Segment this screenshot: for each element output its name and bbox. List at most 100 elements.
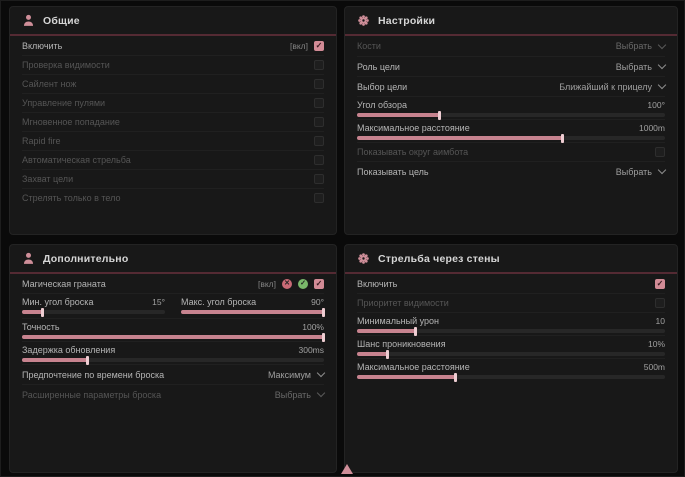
option-label-body-only: Стрелять только в тело bbox=[22, 193, 121, 203]
slider-value-min-damage: 10 bbox=[655, 316, 665, 326]
panel-header: Общие bbox=[10, 7, 336, 34]
row-silent-knife[interactable]: Сайлент нож bbox=[22, 74, 324, 93]
slider-thumb-max-throw-angle[interactable] bbox=[322, 307, 325, 317]
row-target-selection[interactable]: Выбор цели Ближайший к прицелу bbox=[357, 76, 667, 96]
checkbox-bullet-control[interactable] bbox=[314, 98, 324, 108]
dropdown-advanced-throw-params[interactable]: Выбрать bbox=[274, 388, 326, 400]
slider-max-throw-angle: Макс. угол броска 90° bbox=[181, 297, 325, 317]
row-enable[interactable]: Включить [вкл] ✓ bbox=[22, 36, 324, 55]
slider-thumb-update-delay[interactable] bbox=[86, 355, 90, 365]
row-advanced-throw-params[interactable]: Расширенные параметры броска Выбрать bbox=[22, 384, 326, 404]
option-label-show-target: Показывать цель bbox=[357, 166, 429, 177]
checkbox-visibility-check[interactable] bbox=[314, 60, 324, 70]
row-magic-grenade[interactable]: Магическая граната [вкл] ✕ ✓ ✓ bbox=[22, 274, 324, 293]
row-accuracy[interactable]: Точность 100% bbox=[22, 318, 325, 342]
chevron-down-icon bbox=[657, 80, 667, 90]
row-min-damage[interactable]: Минимальный урон 10 bbox=[357, 312, 665, 336]
row-show-aimbot-circle[interactable]: Показывать округ аимбота bbox=[357, 142, 665, 161]
row-auto-fire[interactable]: Автоматическая стрельба bbox=[22, 150, 324, 169]
slider-fill bbox=[22, 310, 44, 314]
panel-general: Общие Включить [вкл] ✓ Проверка видимости Са… bbox=[9, 6, 337, 235]
checkbox-show-aimbot-circle[interactable] bbox=[655, 147, 665, 157]
check-icon: ✓ bbox=[315, 278, 323, 288]
row-target-role[interactable]: Роль цели Выбрать bbox=[357, 56, 667, 76]
slider-thumb-min-throw-angle[interactable] bbox=[41, 307, 45, 317]
dropdown-target-selection[interactable]: Ближайший к прицелу bbox=[559, 80, 667, 92]
row-fov[interactable]: Угол обзора 100° bbox=[357, 96, 665, 120]
slider-thumb-max-distance[interactable] bbox=[453, 372, 457, 382]
mouse-cursor-icon bbox=[341, 464, 353, 474]
option-label-target-selection: Выбор цели bbox=[357, 81, 408, 92]
row-visibility-priority[interactable]: Приоритет видимости bbox=[357, 293, 665, 312]
panel-wallbang: Стрельба через стены Включить ✓ Приоритет … bbox=[344, 244, 678, 473]
person-icon bbox=[22, 14, 35, 27]
slider-track-min-damage[interactable] bbox=[357, 326, 665, 336]
checkbox-enable[interactable]: ✓ bbox=[655, 278, 665, 289]
row-bones[interactable]: Кости Выбрать bbox=[357, 36, 667, 56]
dropdown-value: Выбрать bbox=[274, 389, 311, 400]
checkbox-rapid-fire[interactable] bbox=[314, 136, 324, 146]
checkbox-auto-fire[interactable] bbox=[314, 155, 324, 165]
slider-track-max-distance[interactable] bbox=[357, 372, 665, 382]
checkbox-visibility-priority[interactable] bbox=[655, 298, 665, 308]
slider-fill bbox=[22, 335, 324, 339]
slider-label-penetration-chance: Шанс проникновения bbox=[357, 339, 446, 349]
dropdown-target-role[interactable]: Выбрать bbox=[616, 60, 667, 72]
option-label-bullet-control: Управление пулями bbox=[22, 98, 106, 108]
checkbox-target-lock[interactable] bbox=[314, 174, 324, 184]
row-rapid-fire[interactable]: Rapid fire bbox=[22, 131, 324, 150]
option-label-instant-hit: Мгновенное попадание bbox=[22, 117, 120, 127]
header-divider bbox=[345, 34, 677, 36]
row-visibility-check[interactable]: Проверка видимости bbox=[22, 55, 324, 74]
chevron-down-icon bbox=[657, 165, 667, 175]
checkbox-enable[interactable]: ✓ bbox=[314, 40, 324, 51]
chevron-down-icon bbox=[657, 60, 667, 70]
row-bullet-control[interactable]: Управление пулями bbox=[22, 93, 324, 112]
dropdown-bones[interactable]: Выбрать bbox=[616, 40, 667, 51]
panel-title: Общие bbox=[43, 14, 80, 27]
header-divider bbox=[10, 34, 336, 36]
option-label-show-aimbot-circle: Показывать округ аимбота bbox=[357, 147, 469, 157]
slider-thumb-min-damage[interactable] bbox=[413, 326, 417, 336]
panel-body: Кости Выбрать Роль цели Выбрать Выбор цели Бл… bbox=[345, 36, 677, 181]
row-target-lock[interactable]: Захват цели bbox=[22, 169, 324, 188]
slider-track-max-distance[interactable] bbox=[357, 133, 665, 143]
panel-body: Включить [вкл] ✓ Проверка видимости Сайлент … bbox=[10, 36, 336, 207]
dropdown-show-target[interactable]: Выбрать bbox=[616, 165, 667, 177]
dropdown-throw-time-preference[interactable]: Максимум bbox=[268, 368, 326, 380]
row-penetration-chance[interactable]: Шанс проникновения 10% bbox=[357, 335, 665, 359]
row-show-target[interactable]: Показывать цель Выбрать bbox=[357, 161, 667, 181]
row-throw-angles[interactable]: Мин. угол броска 15° Макс. угол броска 90° bbox=[22, 293, 325, 318]
slider-value-fov: 100° bbox=[647, 100, 665, 110]
checkbox-silent-knife[interactable] bbox=[314, 79, 324, 89]
option-label-enable: Включить bbox=[357, 278, 398, 289]
slider-track-update-delay[interactable] bbox=[22, 355, 324, 365]
checkbox-instant-hit[interactable] bbox=[314, 117, 324, 127]
slider-track-max-throw-angle[interactable] bbox=[181, 307, 325, 317]
row-update-delay[interactable]: Задержка обновления 300ms bbox=[22, 341, 324, 365]
row-max-distance[interactable]: Максимальное расстояние 500m bbox=[357, 358, 665, 382]
slider-track-accuracy[interactable] bbox=[22, 332, 325, 342]
slider-value-accuracy: 100% bbox=[302, 322, 324, 332]
row-throw-time-preference[interactable]: Предпочтение по времени броска Максимум bbox=[22, 364, 326, 384]
slider-thumb-accuracy[interactable] bbox=[322, 332, 325, 342]
state-icon-red: ✕ bbox=[282, 278, 292, 289]
option-label-bones: Кости bbox=[357, 41, 381, 51]
checkbox-magic-grenade[interactable]: ✓ bbox=[314, 278, 324, 289]
slider-track-fov[interactable] bbox=[357, 110, 665, 120]
panel-header: Стрельба через стены bbox=[345, 245, 677, 272]
row-max-distance[interactable]: Максимальное расстояние 1000m bbox=[357, 119, 665, 143]
slider-value-update-delay: 300ms bbox=[298, 345, 324, 355]
slider-fill bbox=[357, 136, 564, 140]
row-body-only[interactable]: Стрелять только в тело bbox=[22, 188, 324, 207]
slider-thumb-penetration-chance[interactable] bbox=[385, 349, 389, 359]
checkbox-body-only[interactable] bbox=[314, 193, 324, 203]
slider-track-min-throw-angle[interactable] bbox=[22, 307, 165, 317]
option-label-target-role: Роль цели bbox=[357, 61, 400, 72]
row-instant-hit[interactable]: Мгновенное попадание bbox=[22, 112, 324, 131]
slider-thumb-fov[interactable] bbox=[438, 110, 442, 120]
slider-track-penetration-chance[interactable] bbox=[357, 349, 665, 359]
chevron-down-icon bbox=[657, 40, 667, 49]
row-enable[interactable]: Включить ✓ bbox=[357, 274, 665, 293]
slider-thumb-max-distance[interactable] bbox=[561, 133, 565, 143]
